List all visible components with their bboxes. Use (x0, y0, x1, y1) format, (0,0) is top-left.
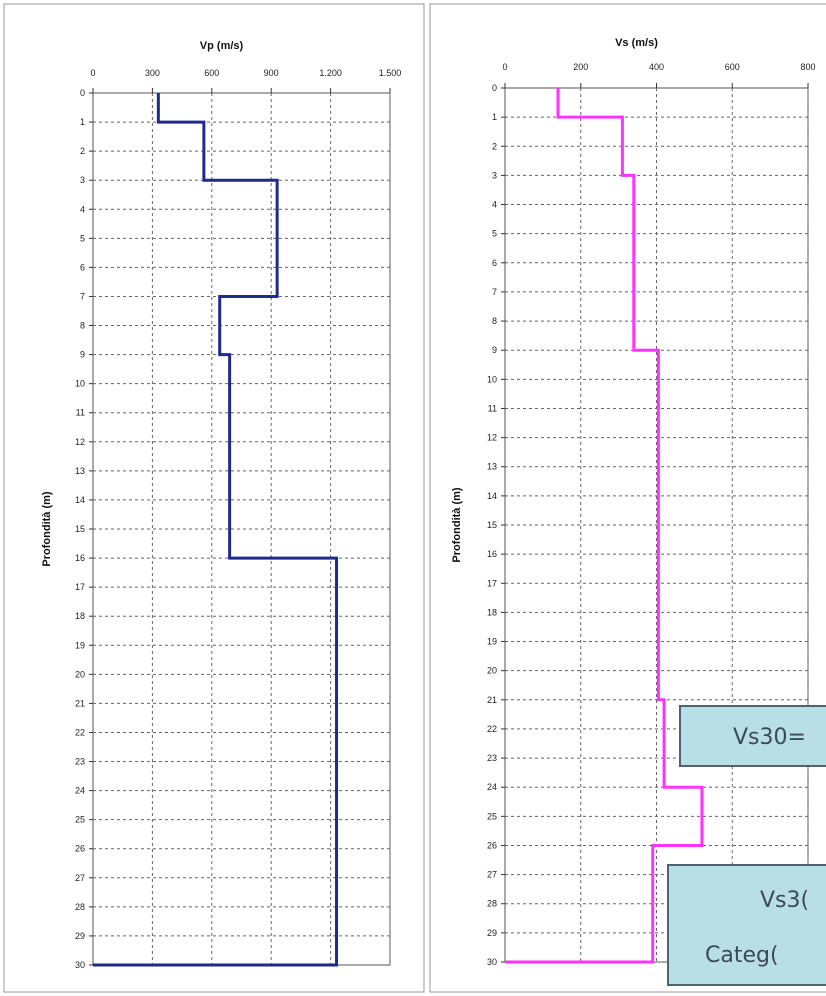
vp-ytick-label: 28 (75, 902, 85, 912)
vp-ytick-label: 29 (75, 931, 85, 941)
vp-xtick-label: 1.500 (379, 68, 402, 78)
vp-ytick-label: 25 (75, 815, 85, 825)
vs-ytick-label: 14 (487, 491, 497, 501)
vp-ytick-label: 9 (80, 350, 85, 360)
vs-xtick-label: 800 (800, 62, 815, 72)
vs-ytick-label: 26 (487, 840, 497, 850)
vp-chart-title: Vp (m/s) (200, 40, 244, 52)
vp-ytick-label: 21 (75, 698, 85, 708)
vs-ytick-label: 23 (487, 753, 497, 763)
vp-xtick-label: 1.200 (319, 68, 342, 78)
vp-ytick-label: 27 (75, 873, 85, 883)
vs-ytick-label: 20 (487, 666, 497, 676)
vs-ytick-label: 10 (487, 374, 497, 384)
vp-ytick-label: 12 (75, 437, 85, 447)
vs-ytick-label: 9 (492, 345, 497, 355)
vp-ytick-label: 5 (80, 233, 85, 243)
vp-ytick-label: 11 (76, 408, 85, 418)
vp-ytick-label: 2 (80, 146, 85, 156)
vs-ytick-label: 25 (487, 811, 497, 821)
vs-ytick-label: 11 (488, 403, 497, 413)
vp-ytick-label: 1 (80, 117, 85, 127)
vp-xtick-label: 900 (264, 68, 279, 78)
vp-profile-line (93, 93, 339, 967)
vp-ytick-label: 4 (80, 204, 85, 214)
vp-ytick-label: 22 (75, 727, 85, 737)
vs-ytick-label: 21 (487, 695, 497, 705)
vs-ytick-label: 3 (492, 170, 497, 180)
right-panel-frame (429, 3, 826, 993)
vp-xtick-label: 300 (145, 68, 160, 78)
vp-ytick-label: 3 (80, 175, 85, 185)
vp-ytick-label: 23 (75, 757, 85, 767)
vp-ytick-label: 14 (75, 495, 85, 505)
vp-xtick-label: 600 (204, 68, 219, 78)
vp-y-axis-label: Profondità (m) (41, 491, 53, 566)
vs-ytick-label: 27 (487, 870, 497, 880)
left-panel-frame (3, 3, 425, 993)
vs-ytick-label: 18 (487, 607, 497, 617)
vp-chart: 0 300 600 900 1.200 1.50001234567891011121314… (41, 40, 401, 970)
vp-ytick-label: 16 (75, 553, 85, 563)
vp-ytick-label: 10 (75, 379, 85, 389)
vs-ytick-label: 7 (492, 287, 497, 297)
vs-ytick-label: 30 (487, 957, 497, 967)
vs30-callout: Vs30= (679, 705, 826, 767)
vs-ytick-label: 28 (487, 899, 497, 909)
vs-ytick-label: 8 (492, 316, 497, 326)
vs30-callout-box (679, 705, 826, 767)
vs-xtick-label: 600 (725, 62, 740, 72)
vs-ytick-label: 5 (492, 229, 497, 239)
vs-xtick-label: 200 (573, 62, 588, 72)
category-callout-line2: Categ( (705, 943, 779, 968)
vs-xtick-label: 400 (649, 62, 664, 72)
vs-ytick-label: 2 (492, 141, 497, 151)
vp-ytick-label: 17 (75, 582, 85, 592)
vs-ytick-label: 12 (487, 433, 497, 443)
category-callout-line1: Vs3( (760, 888, 809, 913)
vs-xtick-label: 0 (502, 62, 507, 72)
vp-ytick-label: 0 (80, 88, 85, 98)
vp-ytick-label: 7 (80, 291, 85, 301)
vs-profile-line (505, 88, 704, 964)
vs-ytick-label: 29 (487, 928, 497, 938)
vs-chart-title: Vs (m/s) (615, 37, 658, 49)
vs-ytick-label: 19 (487, 637, 497, 647)
vp-ytick-label: 15 (75, 524, 85, 534)
category-callout: Vs3( Categ( (667, 864, 826, 986)
vs30-callout-text: Vs30= (733, 725, 806, 750)
vs-y-axis-label: Profondità (m) (451, 487, 463, 562)
vp-ytick-label: 26 (75, 844, 85, 854)
vp-ytick-label: 24 (75, 786, 85, 796)
vp-ytick-label: 20 (75, 669, 85, 679)
vs-ytick-label: 6 (492, 258, 497, 268)
vs-ytick-label: 15 (487, 520, 497, 530)
category-callout-box (667, 864, 826, 986)
vs-ytick-label: 0 (492, 83, 497, 93)
vs-ytick-label: 1 (492, 112, 497, 122)
vp-ytick-label: 18 (75, 611, 85, 621)
vp-ytick-label: 13 (75, 466, 85, 476)
vp-ytick-label: 19 (75, 640, 85, 650)
vs-ytick-label: 24 (487, 782, 497, 792)
vs-ytick-label: 22 (487, 724, 497, 734)
vs-ytick-label: 4 (492, 200, 497, 210)
vs-ytick-label: 13 (487, 462, 497, 472)
vp-ytick-label: 8 (80, 321, 85, 331)
vp-ytick-label: 30 (75, 960, 85, 970)
vs-ytick-label: 17 (487, 578, 497, 588)
vp-ytick-label: 6 (80, 262, 85, 272)
vp-xtick-label: 0 (90, 68, 95, 78)
vs-ytick-label: 16 (487, 549, 497, 559)
